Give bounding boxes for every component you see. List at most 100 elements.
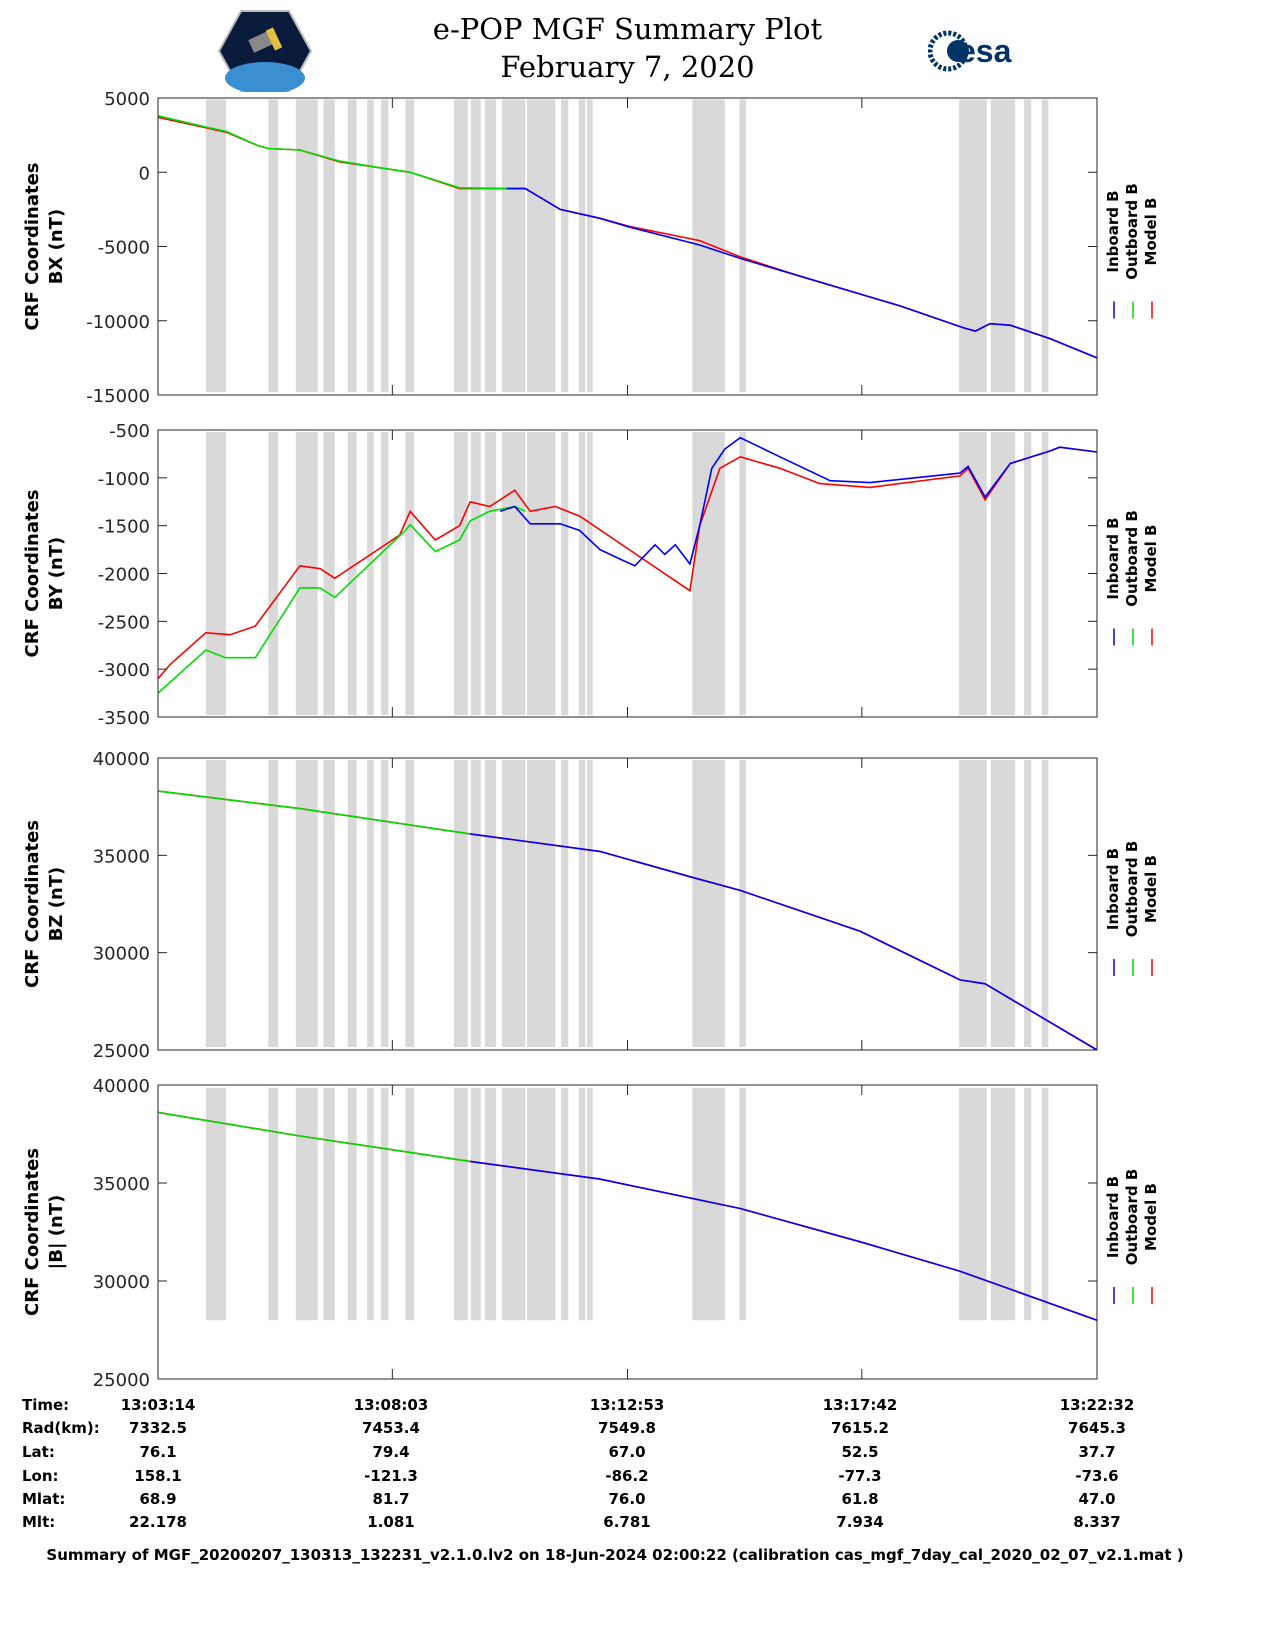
data-gap-band: [739, 99, 746, 393]
table-cell: -121.3: [364, 1467, 418, 1485]
panel-2: -500 -1000 -1500 -2000 -2500 -3000 -3500 CRF Co…: [22, 421, 1160, 729]
data-gap-band: [380, 431, 389, 716]
data-gap-band: [1024, 99, 1032, 393]
data-gap-band: [561, 99, 569, 393]
data-gap-band: [578, 1087, 586, 1321]
data-gap-band: [484, 759, 497, 1048]
table-cell: 1.081: [367, 1513, 415, 1531]
table-row-label: Lat:: [22, 1443, 55, 1461]
data-gap-band: [1041, 431, 1049, 716]
esa-logo: esa: [928, 30, 1012, 72]
plot-date: February 7, 2020: [500, 50, 755, 84]
data-gap-band: [405, 759, 415, 1048]
data-gap-band: [990, 759, 1016, 1048]
table-row-label: Mlat:: [22, 1490, 66, 1508]
y-tick-label: 5000: [104, 89, 150, 110]
y-tick-label: -3500: [98, 708, 150, 729]
data-gap-band: [1041, 99, 1049, 393]
y-axis-label: CRF Coordinates: [22, 1148, 43, 1316]
data-gap-band: [739, 759, 746, 1048]
legend-label: Inboard B: [1104, 1176, 1122, 1258]
panel-3: 40000 35000 30000 25000 CRF Coordinates BZ (n…: [22, 749, 1160, 1062]
series-line-outboard: [157, 790, 471, 835]
table-row-label: Time:: [22, 1396, 70, 1414]
data-gap-band: [405, 99, 415, 393]
data-gap-band: [268, 99, 279, 393]
data-gap-band: [1024, 1087, 1032, 1321]
y-axis-label: CRF Coordinates: [22, 820, 43, 988]
table-cell: 68.9: [139, 1490, 177, 1508]
table-cell: 67.0: [608, 1443, 646, 1461]
table-cell: 7615.2: [831, 1419, 889, 1437]
data-gap-band: [295, 99, 318, 393]
y-tick-label: 25000: [93, 1370, 150, 1391]
y-axis-label: |B| (nT): [46, 1195, 67, 1270]
data-gap-band: [380, 1087, 389, 1321]
data-gap-band: [347, 431, 357, 716]
data-gap-band: [586, 99, 593, 393]
y-tick-label: -5000: [98, 238, 150, 259]
data-gap-band: [501, 759, 526, 1048]
table-cell: 7549.8: [598, 1419, 656, 1437]
y-tick-label: 30000: [93, 944, 150, 965]
y-tick-label: -10000: [86, 312, 150, 333]
data-gap-band: [501, 1087, 526, 1321]
table-cell: -77.3: [838, 1467, 882, 1485]
series-line-model: [157, 446, 1098, 680]
data-gap-band: [453, 1087, 468, 1321]
data-gap-band: [526, 99, 556, 393]
data-gap-band: [268, 431, 279, 716]
table-cell: 7332.5: [129, 1419, 187, 1437]
data-gap-band: [578, 99, 586, 393]
y-tick-label: 40000: [93, 749, 150, 770]
y-tick-label: 30000: [93, 1272, 150, 1293]
data-gap-band: [739, 431, 746, 716]
data-gap-band: [501, 99, 526, 393]
table-cell: 13:12:53: [589, 1396, 665, 1414]
data-gap-band: [471, 431, 481, 716]
table-cell: 81.7: [372, 1490, 410, 1508]
y-axis-label: BY (nT): [46, 537, 67, 611]
series-line-inboard: [499, 436, 1098, 567]
data-gap-band: [692, 759, 725, 1048]
series-line-inboard: [470, 833, 1098, 1051]
data-gap-band: [959, 1087, 987, 1321]
data-gap-band: [484, 1087, 497, 1321]
data-gap-band: [295, 759, 318, 1048]
data-gap-band: [471, 759, 481, 1048]
table-cell: 13:03:14: [120, 1396, 196, 1414]
data-gap-band: [205, 1087, 227, 1321]
y-axis-label: BZ (nT): [46, 867, 67, 942]
data-gap-band: [990, 99, 1016, 393]
table-cell: 7453.4: [362, 1419, 420, 1437]
data-gap-band: [268, 759, 279, 1048]
data-gap-band: [692, 99, 725, 393]
table-row-label: Lon:: [22, 1467, 59, 1485]
y-tick-label: -1500: [98, 517, 150, 538]
legend-label: Outboard B: [1123, 841, 1141, 938]
data-gap-band: [367, 1087, 374, 1321]
data-gap-band: [739, 1087, 746, 1321]
y-axis-label: CRF Coordinates: [22, 490, 43, 658]
y-axis-label: CRF Coordinates: [22, 163, 43, 331]
data-gap-band: [471, 1087, 481, 1321]
data-gap-band: [323, 1087, 335, 1321]
table-cell: 37.7: [1078, 1443, 1116, 1461]
data-gap-band: [347, 1087, 357, 1321]
data-gap-band: [1024, 431, 1032, 716]
y-tick-label: 40000: [93, 1076, 150, 1097]
legend-label: Inboard B: [1104, 848, 1122, 930]
data-gap-band: [526, 1087, 556, 1321]
table-cell: 76.1: [139, 1443, 177, 1461]
data-gap-band: [347, 99, 357, 393]
legend-label: Outboard B: [1123, 183, 1141, 280]
series-line-inboard: [470, 1160, 1098, 1321]
data-gap-band: [692, 431, 725, 716]
data-gap-band: [959, 431, 987, 716]
legend-label: Outboard B: [1123, 1169, 1141, 1266]
table-cell: 61.8: [841, 1490, 879, 1508]
panel-4: 40000 35000 30000 25000 CRF Coordinates |B| (…: [22, 1076, 1160, 1391]
y-tick-label: -15000: [86, 386, 150, 407]
legend-label: Outboard B: [1123, 510, 1141, 607]
data-gap-band: [295, 431, 318, 716]
